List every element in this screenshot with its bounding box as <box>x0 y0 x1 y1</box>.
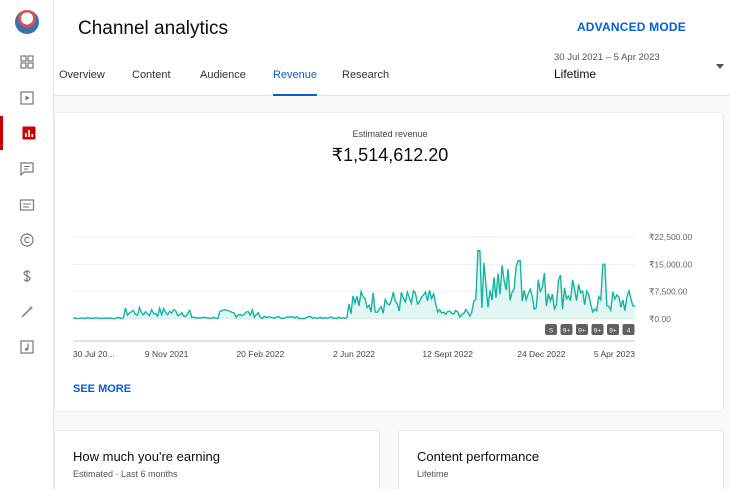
earnings-card: How much you're earning Estimated · Last… <box>54 430 380 489</box>
left-nav-rail <box>0 0 54 489</box>
date-range-dates: 30 Jul 2021 – 5 Apr 2023 <box>554 52 660 63</box>
tab-audience[interactable]: Audience <box>200 69 246 81</box>
event-marker[interactable]: 4 <box>622 324 635 335</box>
metric-value: ₹1,514,612.20 <box>331 145 449 165</box>
date-range-label: Lifetime <box>554 67 597 81</box>
svg-text:9+: 9+ <box>594 328 602 335</box>
x-tick-label: 5 Apr 2023 <box>594 349 635 359</box>
svg-text:S: S <box>549 328 554 335</box>
tab-research[interactable]: Research <box>342 69 390 81</box>
x-tick-label: 9 Nov 2021 <box>145 349 189 359</box>
revenue-chart-card: Estimated revenue ₹1,514,612.20 ₹22,500.… <box>54 112 724 412</box>
event-marker[interactable]: 9+ <box>591 324 604 335</box>
y-tick-label: ₹15,000.00 <box>649 259 692 269</box>
earnings-card-title: How much you're earning <box>73 449 220 464</box>
subtitles-icon[interactable] <box>0 188 54 222</box>
event-marker[interactable]: S <box>545 324 557 335</box>
tab-revenue[interactable]: Revenue <box>273 69 318 96</box>
date-range-selector[interactable]: 30 Jul 2021 – 5 Apr 2023 Lifetime <box>554 52 724 81</box>
channel-avatar[interactable] <box>15 10 39 34</box>
comments-icon[interactable] <box>0 152 54 186</box>
dashboard-icon[interactable] <box>0 45 54 79</box>
tab-overview[interactable]: Overview <box>59 69 105 81</box>
content-performance-title: Content performance <box>417 449 540 464</box>
svg-text:9+: 9+ <box>578 328 586 335</box>
y-tick-label: ₹0.00 <box>649 314 671 324</box>
y-tick-label: ₹7,500.00 <box>649 287 688 297</box>
analytics-icon[interactable] <box>0 116 54 150</box>
analytics-header: Channel analytics ADVANCED MODE Overview… <box>54 0 730 96</box>
page-title: Channel analytics <box>78 18 228 39</box>
audio-library-icon[interactable] <box>0 330 54 364</box>
customization-wand-icon[interactable] <box>0 295 54 329</box>
dropdown-caret-icon <box>716 64 724 69</box>
x-tick-label: 30 Jul 20... <box>73 349 115 359</box>
content-icon[interactable] <box>0 81 54 115</box>
content-performance-subtitle: Lifetime <box>417 469 449 479</box>
event-marker[interactable]: 9+ <box>560 324 573 335</box>
x-tick-label: 12 Sept 2022 <box>422 349 473 359</box>
advanced-mode-button[interactable]: ADVANCED MODE <box>576 20 686 34</box>
svg-text:9+: 9+ <box>563 328 571 335</box>
svg-text:9+: 9+ <box>609 328 617 335</box>
earn-dollar-icon[interactable] <box>0 259 54 293</box>
x-tick-label: 20 Feb 2022 <box>236 349 284 359</box>
x-tick-label: 24 Dec 2022 <box>517 349 565 359</box>
copyright-icon[interactable] <box>0 223 54 257</box>
revenue-chart[interactable]: ₹22,500.00 ₹15,000.00 ₹7,500.00 ₹0.00 30 Ju… <box>55 113 725 413</box>
x-tick-label: 2 Jun 2022 <box>333 349 375 359</box>
y-tick-label: ₹22,500.00 <box>649 232 692 242</box>
revenue-area <box>73 250 635 319</box>
event-marker[interactable]: 9+ <box>576 324 588 335</box>
svg-text:4: 4 <box>627 328 631 335</box>
metric-label: Estimated revenue <box>352 129 428 139</box>
see-more-link[interactable]: SEE MORE <box>73 383 132 395</box>
tab-content[interactable]: Content <box>132 69 171 81</box>
content-performance-card: Content performance Lifetime <box>398 430 724 489</box>
revenue-line <box>72 249 636 320</box>
earnings-card-subtitle: Estimated · Last 6 months <box>73 469 178 479</box>
event-marker[interactable]: 9+ <box>607 324 619 335</box>
